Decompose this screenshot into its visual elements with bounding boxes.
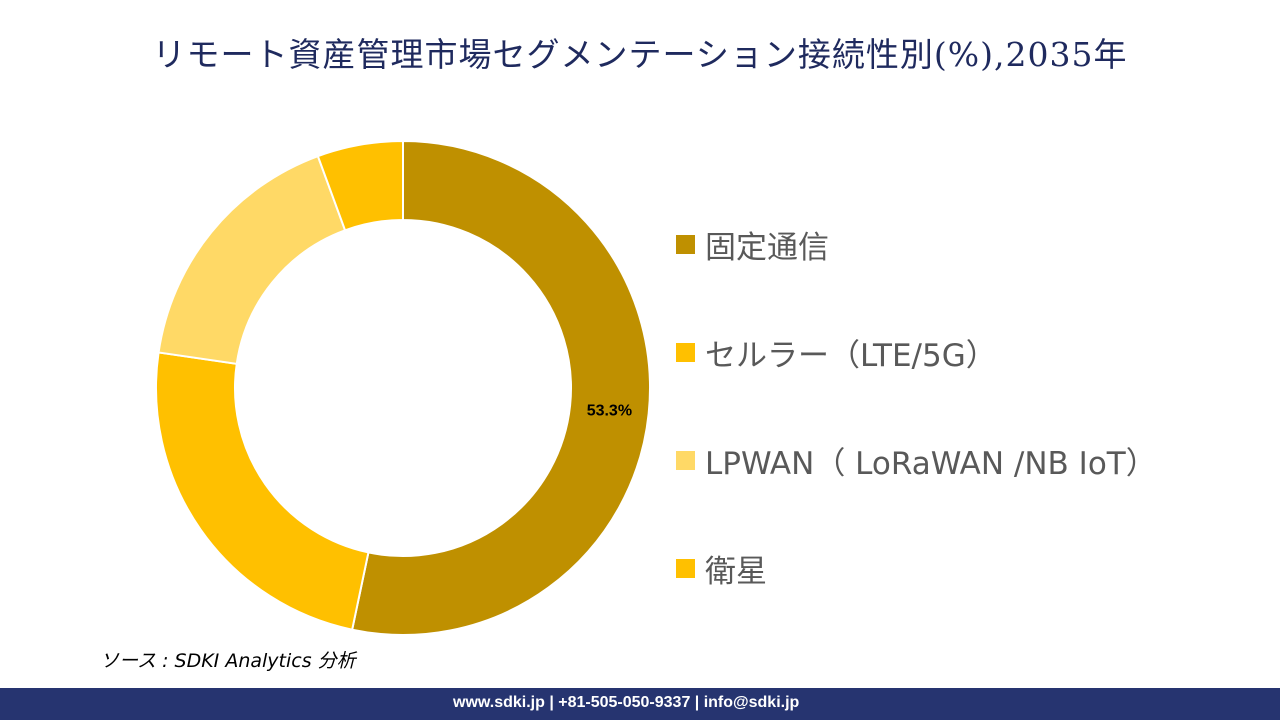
- donut-slice: [350, 139, 652, 636]
- legend-item: セルラー（LTE/5G）: [676, 330, 997, 375]
- footer-bar: www.sdki.jp | +81-505-050-9337 | info@sd…: [0, 688, 1280, 720]
- legend-swatch: [676, 235, 695, 254]
- legend-item: 固定通信: [676, 222, 829, 267]
- donut-slice: [316, 139, 404, 232]
- legend-label: 衛星: [705, 554, 767, 590]
- legend-swatch: [676, 451, 695, 470]
- legend-label: セルラー（LTE/5G）: [705, 338, 997, 374]
- legend-item: LPWAN（ LoRaWAN /NB IoT）: [676, 438, 1157, 483]
- data-label: 53.3%: [587, 402, 632, 419]
- donut-slice: [157, 154, 347, 365]
- donut-slice: [155, 351, 370, 631]
- legend-item: 衛星: [676, 546, 767, 591]
- legend-label: LPWAN（ LoRaWAN /NB IoT）: [705, 446, 1157, 482]
- legend-swatch: [676, 559, 695, 578]
- chart-title: リモート資産管理市場セグメンテーション接続性別(%),2035年: [152, 35, 1128, 74]
- legend-label: 固定通信: [705, 230, 829, 266]
- source-note: ソース : SDKI Analytics 分析: [100, 650, 356, 672]
- footer-contact: www.sdki.jp | +81-505-050-9337 | info@sd…: [453, 694, 800, 711]
- legend-swatch: [676, 343, 695, 362]
